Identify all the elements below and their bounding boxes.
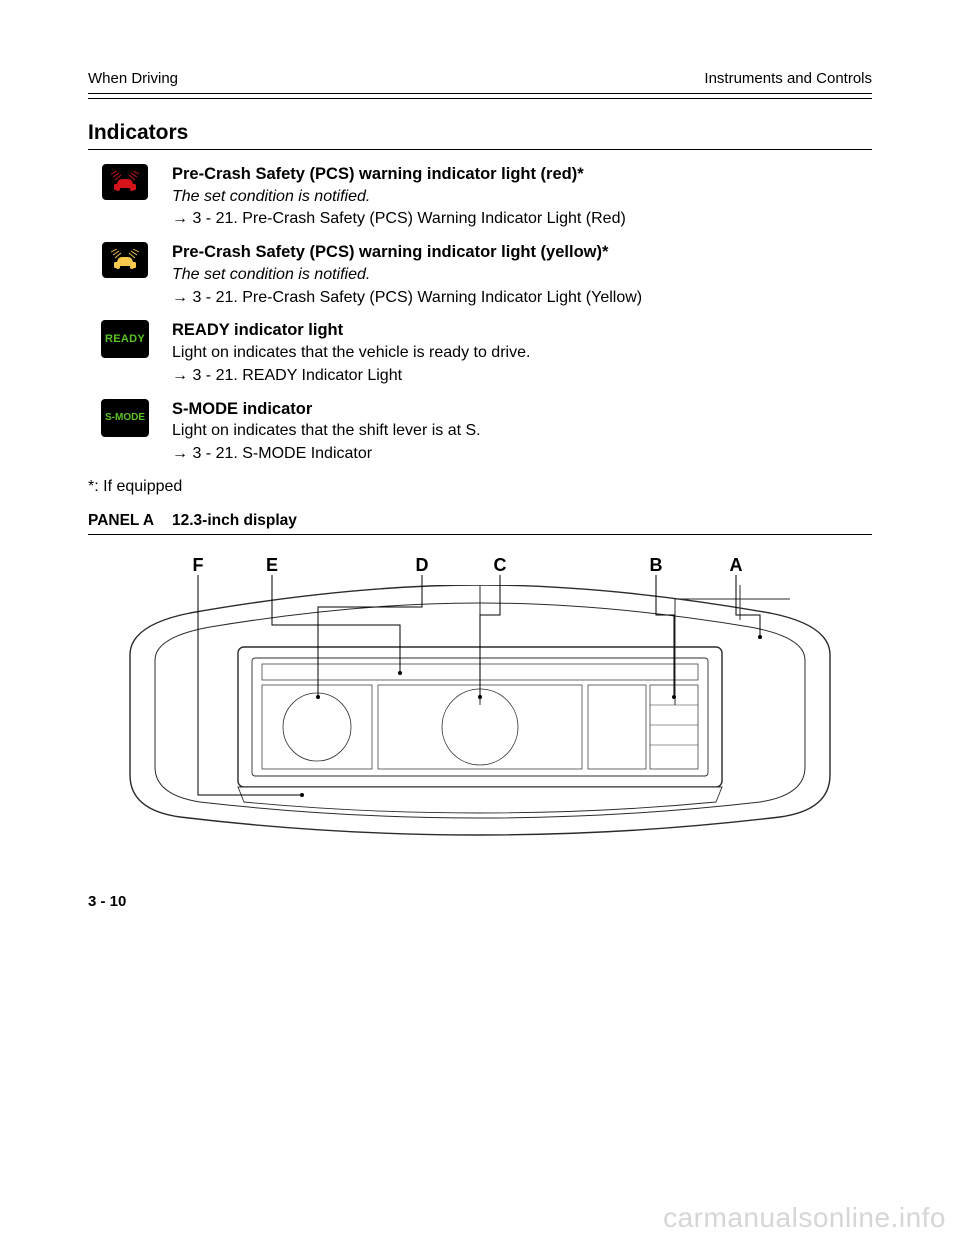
indicator-text: Pre-Crash Safety (PCS) warning indicator… xyxy=(162,242,872,308)
indicator-ref: → 3 - 21. S-MODE Indicator xyxy=(172,444,872,465)
icon-col xyxy=(88,242,162,278)
header-right: Instruments and Controls xyxy=(704,70,872,87)
indicator-text: READY indicator light Light on indicates… xyxy=(162,320,872,386)
indicator-name: Pre-Crash Safety (PCS) warning indicator… xyxy=(172,164,872,185)
indicator-name: S-MODE indicator xyxy=(172,399,872,420)
indicator-sub: Light on indicates that the shift lever … xyxy=(172,421,872,442)
page-header: When Driving Instruments and Controls xyxy=(88,70,872,87)
callout-F: F xyxy=(193,555,204,575)
section-title: Indicators xyxy=(88,121,872,145)
instrument-cluster-diagram: F E D C B A xyxy=(100,555,860,875)
panel-heading: PANEL A 12.3-inch display xyxy=(88,512,872,530)
indicator-name: READY indicator light xyxy=(172,320,872,341)
indicator-row: READY READY indicator light Light on ind… xyxy=(88,320,872,386)
page-number: 3 - 10 xyxy=(88,893,872,910)
callout-C: C xyxy=(494,555,507,575)
icon-col xyxy=(88,164,162,200)
pcs-red-icon xyxy=(102,164,148,200)
indicator-ref: → 3 - 21. Pre-Crash Safety (PCS) Warning… xyxy=(172,288,872,309)
indicator-name: Pre-Crash Safety (PCS) warning indicator… xyxy=(172,242,872,263)
indicator-text: Pre-Crash Safety (PCS) warning indicator… xyxy=(162,164,872,230)
panel-title: 12.3-inch display xyxy=(172,512,297,530)
pcs-yellow-icon xyxy=(102,242,148,278)
indicator-sub: The set condition is notified. xyxy=(172,187,872,208)
header-rule-thin xyxy=(88,98,872,99)
panel-rule xyxy=(88,534,872,535)
section-rule xyxy=(88,149,872,150)
callout-B: B xyxy=(650,555,663,575)
callout-D: D xyxy=(416,555,429,575)
panel-label: PANEL A xyxy=(88,512,172,530)
indicator-text: S-MODE indicator Light on indicates that… xyxy=(162,399,872,465)
indicator-row: Pre-Crash Safety (PCS) warning indicator… xyxy=(88,242,872,308)
indicator-row: Pre-Crash Safety (PCS) warning indicator… xyxy=(88,164,872,230)
ready-icon: READY xyxy=(101,320,149,358)
callout-E: E xyxy=(266,555,278,575)
indicator-ref: → 3 - 21. READY Indicator Light xyxy=(172,366,872,387)
smode-icon-text: S-MODE xyxy=(105,412,145,423)
header-left: When Driving xyxy=(88,70,178,87)
ready-icon-text: READY xyxy=(105,333,145,345)
watermark: carmanualsonline.info xyxy=(663,1202,946,1234)
indicator-sub: The set condition is notified. xyxy=(172,265,872,286)
header-rule-thick xyxy=(88,93,872,94)
smode-icon: S-MODE xyxy=(101,399,149,437)
indicator-ref: → 3 - 21. Pre-Crash Safety (PCS) Warning… xyxy=(172,209,872,230)
icon-col: S-MODE xyxy=(88,399,162,437)
indicator-row: S-MODE S-MODE indicator Light on indicat… xyxy=(88,399,872,465)
footnote: *: If equipped xyxy=(88,477,872,498)
indicator-sub: Light on indicates that the vehicle is r… xyxy=(172,343,872,364)
icon-col: READY xyxy=(88,320,162,358)
callout-A: A xyxy=(730,555,743,575)
